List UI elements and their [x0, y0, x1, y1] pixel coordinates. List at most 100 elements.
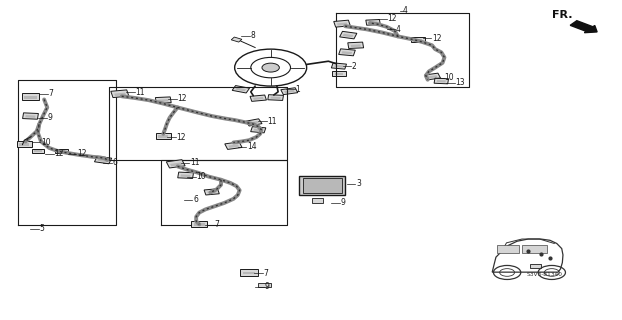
Text: 7: 7	[49, 89, 53, 98]
Text: 11: 11	[190, 158, 200, 167]
Bar	[366, 20, 380, 25]
Text: 5: 5	[40, 224, 45, 233]
Bar	[243, 272, 255, 274]
Bar	[303, 178, 341, 193]
Bar	[250, 95, 266, 101]
Bar	[284, 90, 295, 93]
Bar	[428, 75, 437, 78]
Text: 3: 3	[356, 180, 361, 188]
Bar	[414, 39, 422, 41]
Bar	[166, 160, 185, 168]
Bar	[58, 150, 65, 152]
Bar	[339, 49, 355, 56]
Bar	[231, 37, 242, 42]
Bar	[312, 198, 323, 203]
Bar	[334, 65, 343, 68]
Bar	[411, 37, 425, 42]
Bar	[497, 245, 519, 253]
Bar	[98, 159, 108, 162]
Bar	[19, 143, 29, 146]
Bar	[191, 220, 207, 227]
Text: 14: 14	[247, 142, 257, 151]
Text: 13: 13	[455, 78, 465, 87]
Bar	[111, 90, 129, 98]
Bar	[232, 85, 249, 93]
Bar	[258, 283, 271, 287]
Bar	[22, 93, 39, 100]
Text: 12: 12	[77, 149, 86, 158]
Bar	[530, 264, 541, 268]
Text: 12: 12	[177, 94, 187, 103]
Text: 2: 2	[352, 61, 356, 70]
Text: 8: 8	[250, 31, 255, 40]
Bar	[26, 115, 35, 118]
Bar	[114, 92, 126, 96]
Bar	[156, 133, 171, 139]
Bar	[271, 97, 281, 99]
Text: 1: 1	[295, 85, 300, 94]
Bar	[170, 163, 182, 166]
Bar	[17, 141, 32, 147]
Bar	[337, 22, 348, 26]
Text: 11: 11	[267, 116, 277, 126]
Text: 4: 4	[403, 6, 408, 15]
Bar	[281, 88, 298, 95]
Bar	[158, 99, 169, 102]
Text: 4: 4	[396, 25, 401, 34]
Bar	[249, 121, 259, 124]
Bar	[341, 51, 352, 54]
Bar	[253, 97, 264, 100]
Bar	[334, 20, 350, 27]
Bar	[437, 80, 446, 83]
Bar	[251, 127, 266, 133]
Text: 12: 12	[388, 14, 397, 23]
Bar	[22, 113, 39, 119]
Bar	[351, 44, 361, 47]
FancyArrow shape	[570, 21, 597, 33]
Text: 12: 12	[176, 132, 186, 141]
Bar	[156, 97, 171, 103]
Bar	[343, 34, 353, 37]
Bar	[180, 174, 191, 177]
Bar	[369, 21, 378, 24]
Text: 6: 6	[193, 195, 198, 204]
Bar	[55, 149, 68, 154]
Text: 12: 12	[432, 34, 442, 43]
Text: 7: 7	[263, 268, 268, 278]
Text: 10: 10	[196, 172, 206, 181]
Bar	[332, 71, 346, 76]
Bar	[193, 223, 205, 226]
Bar	[235, 88, 246, 91]
Bar	[225, 142, 242, 149]
Text: 10: 10	[445, 73, 454, 82]
Text: 9: 9	[264, 282, 269, 291]
Bar	[178, 172, 193, 179]
Text: 9: 9	[47, 114, 52, 123]
Text: 10: 10	[41, 138, 50, 147]
Bar	[95, 156, 112, 164]
Bar	[425, 73, 440, 80]
Circle shape	[262, 63, 279, 72]
Bar	[522, 245, 547, 253]
Text: 7: 7	[215, 220, 220, 229]
Bar	[299, 176, 345, 195]
Bar	[240, 269, 258, 276]
Text: S3V3-B1340: S3V3-B1340	[526, 272, 562, 277]
Bar	[340, 31, 357, 39]
Bar	[32, 149, 44, 154]
Bar	[246, 119, 262, 126]
Bar	[34, 150, 42, 152]
Bar	[24, 96, 37, 99]
Text: 11: 11	[136, 88, 145, 97]
Bar	[348, 42, 364, 49]
Bar	[332, 63, 346, 69]
Text: 6: 6	[113, 158, 118, 167]
Bar	[207, 191, 216, 194]
Bar	[434, 78, 448, 84]
Bar	[228, 144, 239, 148]
Bar	[159, 135, 169, 138]
Text: 12: 12	[55, 149, 64, 158]
Bar	[204, 189, 220, 195]
Text: FR.: FR.	[552, 11, 573, 20]
Bar	[254, 129, 262, 132]
